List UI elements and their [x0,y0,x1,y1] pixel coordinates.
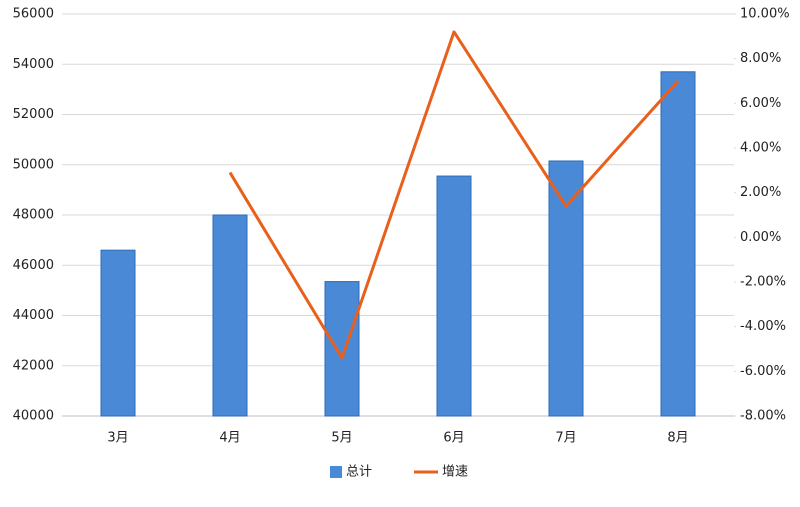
bar [324,281,360,417]
x-tick-label: 4月 [219,431,240,446]
x-tick-label: 6月 [443,431,464,446]
y-tick-label: 56000 [13,7,54,22]
y-tick-label: 46000 [13,258,54,273]
x-tick-label: 5月 [331,431,352,446]
y-tick-label: 50000 [13,157,54,172]
legend-label: 总计 [346,465,372,480]
x-tick-label: 8月 [667,431,688,446]
y2-tick-label: 6.00% [740,96,781,111]
bar [100,249,136,417]
legend-label: 增速 [442,465,468,480]
y-tick-label: 54000 [13,57,54,72]
y-tick-label: 52000 [13,107,54,122]
legend-swatch [330,466,342,478]
y2-tick-label: 2.00% [740,185,781,200]
y2-tick-label: 10.00% [740,7,790,22]
bar [212,214,248,417]
y-tick-label: 42000 [13,358,54,373]
y2-tick-label: -4.00% [740,319,786,334]
bar [660,71,696,417]
y2-tick-label: -8.00% [740,409,786,424]
y-tick-label: 48000 [13,208,54,223]
y-tick-label: 44000 [13,308,54,323]
x-tick-label: 7月 [555,431,576,446]
y2-tick-label: -2.00% [740,275,786,290]
y-tick-label: 40000 [13,409,54,424]
bar [436,175,472,417]
line [228,30,680,360]
y2-tick-label: 8.00% [740,51,781,66]
x-tick-label: 3月 [107,431,128,446]
y2-tick-label: 4.00% [740,141,781,156]
y2-tick-label: 0.00% [740,230,781,245]
y2-tick-label: -6.00% [740,364,786,379]
bar [548,160,584,417]
